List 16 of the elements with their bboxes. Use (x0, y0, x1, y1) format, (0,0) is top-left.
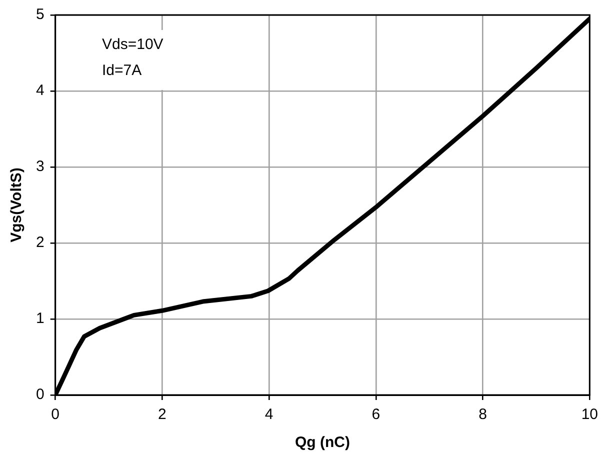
x-tick-label: 0 (51, 406, 60, 424)
y-tick-label: 0 (36, 386, 44, 404)
y-tick-label: 4 (36, 82, 44, 100)
y-tick-label: 3 (36, 158, 44, 176)
annotation: Vds=10V (102, 35, 164, 55)
x-tick-label: 8 (478, 406, 487, 424)
y-tick-label: 5 (36, 6, 44, 24)
x-axis-title: Qg (nC) (295, 434, 350, 452)
y-tick-label: 1 (36, 310, 44, 328)
x-tick-label: 6 (372, 406, 380, 424)
y-tick-label: 2 (36, 234, 44, 252)
x-tick-label: 10 (581, 406, 598, 424)
y-axis-title: Vgs(VoltS) (8, 168, 26, 242)
x-tick-label: 2 (158, 406, 166, 424)
annotation: Id=7A (102, 61, 143, 81)
x-tick-label: 4 (264, 406, 274, 424)
